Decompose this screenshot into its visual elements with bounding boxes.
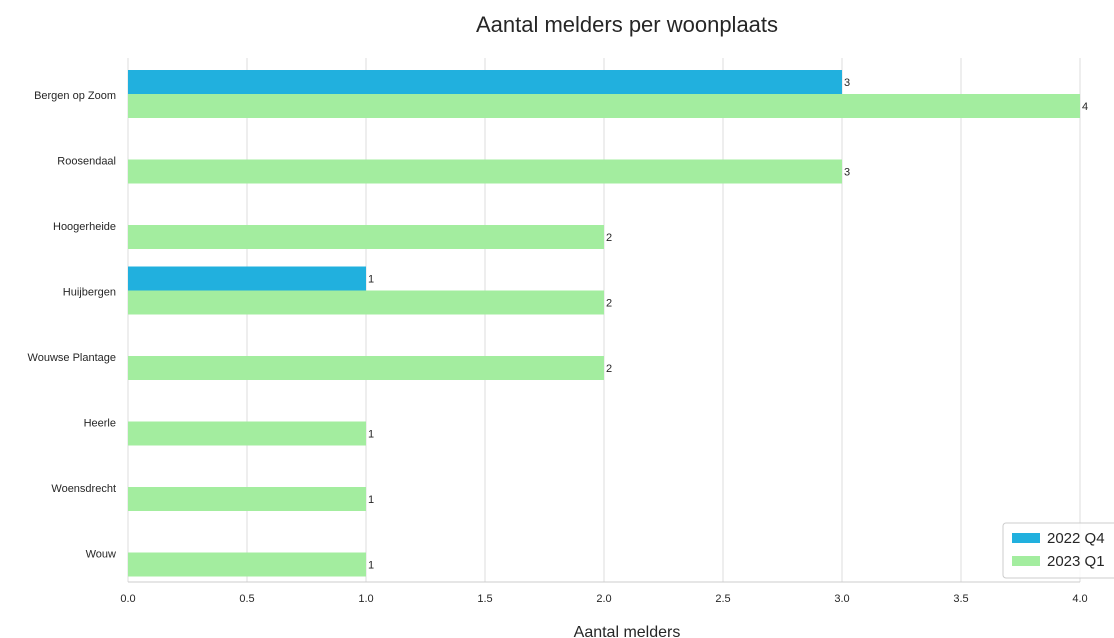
y-category-label-woensdrecht: Woensdrecht	[51, 483, 116, 495]
bar-label-2023-q1-wouwse-plantage: 2	[606, 363, 612, 375]
bar-label-2022-q4-bergen-op-zoom: 3	[844, 77, 850, 89]
y-category-label-heerle: Heerle	[84, 418, 116, 430]
bar-label-2023-q1-heerle: 1	[368, 429, 374, 441]
legend-swatch-2022-q4	[1012, 533, 1040, 543]
chart-title: Aantal melders per woonplaats	[476, 12, 778, 37]
bar-label-2023-q1-hoogerheide: 2	[606, 232, 612, 244]
category-label-layer: Bergen op Zoom Roosendaal Hoogerheide Huijb…	[28, 90, 117, 561]
bar-label-2023-q1-woensdrecht: 1	[368, 494, 374, 506]
x-tick-label-8: 4.0	[1072, 593, 1087, 605]
y-category-label-wouw: Wouw	[86, 549, 116, 561]
bar-2023-q1-huijbergen	[128, 290, 604, 315]
legend: 2022 Q4 2023 Q1	[1002, 522, 1114, 579]
grid-layer	[127, 58, 1081, 582]
y-category-label-wouwse-plantage: Wouwse Plantage	[28, 352, 116, 364]
bar-2023-q1-roosendaal	[128, 159, 842, 184]
legend-label-2023-q1: 2023 Q1	[1047, 553, 1105, 570]
bar-label-layer: 3 4 3 2 1 2 2 1 1 1	[368, 77, 1088, 572]
y-category-label-roosendaal: Roosendaal	[57, 156, 116, 168]
bar-label-2023-q1-wouw: 1	[368, 560, 374, 572]
x-tick-label-6: 3.0	[834, 593, 849, 605]
y-category-label-huijbergen: Huijbergen	[63, 287, 116, 299]
y-category-label-hoogerheide: Hoogerheide	[53, 221, 116, 233]
x-tick-label-4: 2.0	[596, 593, 611, 605]
bar-label-2023-q1-huijbergen: 2	[606, 298, 612, 310]
legend-label-2022-q4: 2022 Q4	[1047, 530, 1105, 547]
y-category-label-bergen-op-zoom: Bergen op Zoom	[34, 90, 116, 102]
bar-2022-q4-bergen-op-zoom	[128, 70, 842, 94]
bar-2023-q1-woensdrecht	[128, 487, 366, 511]
x-tick-label-3: 1.5	[477, 593, 492, 605]
bar-2023-q1-bergen-op-zoom	[128, 94, 1080, 118]
bar-2023-q1-wouwse-plantage	[128, 356, 604, 380]
bar-layer	[128, 70, 1080, 577]
x-tick-label-5: 2.5	[715, 593, 730, 605]
x-tick-label-0: 0.0	[120, 593, 135, 605]
bar-2023-q1-hoogerheide	[128, 225, 604, 249]
bar-2023-q1-wouw	[128, 552, 366, 577]
x-tick-label-1: 0.5	[239, 593, 254, 605]
bar-2022-q4-huijbergen	[128, 266, 366, 291]
bar-label-2023-q1-roosendaal: 3	[844, 167, 850, 179]
legend-swatch-2023-q1	[1012, 556, 1040, 566]
x-tick-label-7: 3.5	[953, 593, 968, 605]
bar-2023-q1-heerle	[128, 421, 366, 446]
x-tick-label-2: 1.0	[358, 593, 373, 605]
tick-label-layer: 0.0 0.5 1.0 1.5 2.0 2.5 3.0 3.5 4.0	[120, 593, 1087, 605]
x-axis-title: Aantal melders	[574, 624, 681, 638]
bar-label-2023-q1-bergen-op-zoom: 4	[1082, 101, 1088, 113]
bar-label-2022-q4-huijbergen: 1	[368, 274, 374, 286]
